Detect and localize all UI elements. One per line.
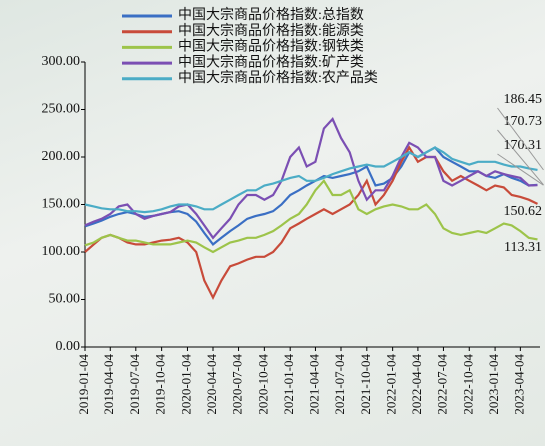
y-tick-label: 150.00 [42,197,81,212]
end-label: 113.31 [504,240,542,255]
series-line [84,117,538,240]
x-tick-label: 2021-07-04 [332,354,347,415]
legend-label: 中国大宗商品价格指数:农产品类 [178,70,378,86]
x-tick-label: 2023-01-04 [486,354,501,415]
y-tick-label: 100.00 [42,244,81,259]
x-tick-label: 2021-01-04 [281,354,296,415]
end-label: 170.73 [504,114,543,129]
x-tick-label: 2022-01-04 [384,354,399,415]
legend-label: 中国大宗商品价格指数:矿产类 [178,54,364,70]
x-tick-label: 2020-07-04 [230,354,245,415]
x-tick-label: 2020-10-04 [255,354,270,415]
end-label: 150.62 [504,204,543,219]
series-line [84,146,538,214]
y-tick-label: 0.00 [56,339,81,354]
x-tick-label: 2019-01-04 [76,354,91,415]
y-tick-label: 50.00 [49,292,81,307]
end-label: 186.45 [504,92,543,107]
x-tick-label: 2020-01-04 [178,354,193,415]
x-tick-label: 2019-07-04 [127,354,142,415]
legend-label: 中国大宗商品价格指数:总指数 [178,7,364,23]
leader-line [497,107,544,171]
legend-label: 中国大宗商品价格指数:钢铁类 [178,39,364,55]
y-tick-label: 250.00 [42,102,81,117]
x-tick-label: 2022-04-04 [409,354,424,415]
x-tick-label: 2021-10-04 [358,354,373,415]
y-tick-label: 200.00 [42,149,81,164]
x-tick-label: 2019-04-04 [101,354,116,415]
y-tick-label: 300.00 [42,54,81,69]
x-tick-label: 2019-10-04 [153,354,168,415]
series-line [84,145,538,301]
leader-line [497,153,544,186]
leader-line [497,129,544,186]
x-tick-label: 2021-04-04 [306,354,321,415]
x-tick-label: 2022-10-04 [460,354,475,415]
legend-label: 中国大宗商品价格指数:能源类 [178,23,364,39]
end-label: 170.31 [504,138,543,153]
series-line [84,178,538,254]
x-tick-label: 2023-04-04 [511,354,526,415]
x-tick-label: 2022-07-04 [434,354,449,415]
x-tick-label: 2020-04-04 [204,354,219,415]
